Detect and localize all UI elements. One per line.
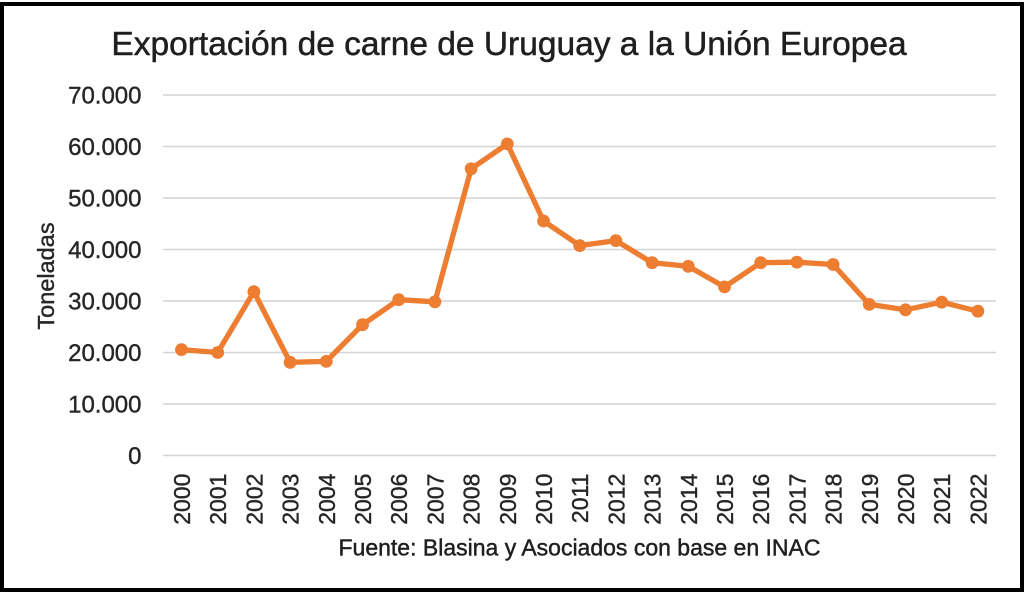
svg-text:2009: 2009 [495, 474, 521, 525]
svg-text:2022: 2022 [965, 474, 991, 525]
svg-text:2008: 2008 [459, 474, 485, 525]
svg-text:2018: 2018 [821, 474, 847, 525]
svg-text:2012: 2012 [603, 474, 629, 525]
svg-text:Exportación de carne de Urugua: Exportación de carne de Uruguay a la Uni… [111, 26, 907, 63]
svg-text:2007: 2007 [422, 474, 448, 525]
svg-text:2014: 2014 [676, 473, 702, 524]
svg-text:2005: 2005 [350, 474, 376, 525]
svg-text:2003: 2003 [278, 474, 304, 525]
svg-text:70.000: 70.000 [68, 83, 141, 110]
svg-text:2011: 2011 [567, 474, 593, 523]
svg-text:30.000: 30.000 [68, 289, 141, 316]
svg-text:40.000: 40.000 [68, 237, 141, 264]
svg-text:2002: 2002 [241, 474, 267, 525]
svg-text:2001: 2001 [205, 474, 231, 525]
svg-text:2006: 2006 [386, 474, 412, 525]
svg-text:2017: 2017 [784, 474, 810, 525]
svg-text:2004: 2004 [314, 473, 340, 524]
svg-text:2019: 2019 [857, 474, 883, 525]
svg-text:60.000: 60.000 [68, 134, 141, 161]
svg-text:Fuente: Blasina y Asociados co: Fuente: Blasina y Asociados con base en … [338, 534, 820, 560]
svg-text:2015: 2015 [712, 474, 738, 525]
svg-text:2020: 2020 [893, 474, 919, 525]
svg-text:2016: 2016 [748, 474, 774, 525]
svg-text:50.000: 50.000 [68, 186, 141, 213]
svg-text:2013: 2013 [640, 474, 666, 525]
svg-text:2010: 2010 [531, 474, 557, 525]
svg-text:2021: 2021 [929, 474, 955, 525]
svg-text:20.000: 20.000 [68, 340, 141, 367]
svg-text:0: 0 [128, 443, 141, 470]
svg-text:10.000: 10.000 [68, 392, 141, 419]
svg-text:Toneladas: Toneladas [33, 222, 59, 329]
svg-text:2000: 2000 [169, 474, 195, 525]
